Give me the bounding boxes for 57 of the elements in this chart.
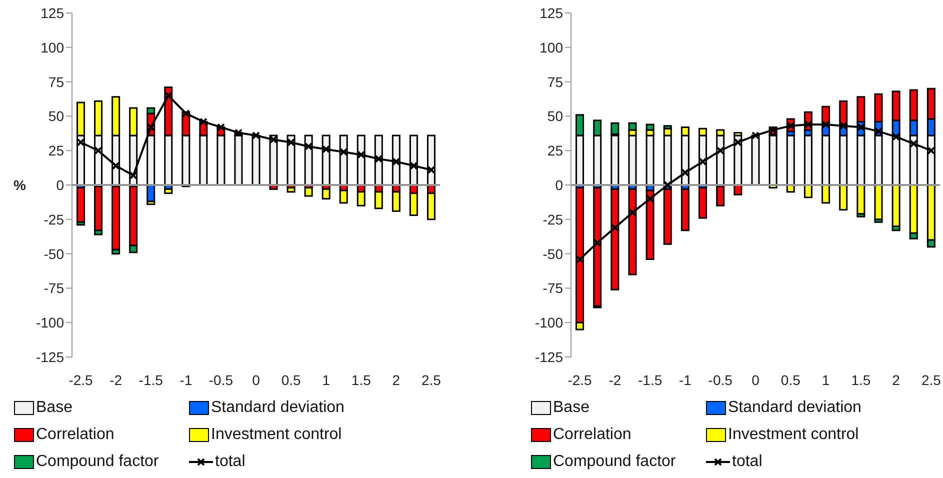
y-tick-label: 25 [48, 142, 64, 159]
legend-label: Compound factor [36, 452, 159, 470]
y-tick-label: 100 [540, 39, 564, 56]
x-tick-label: 1.5 [351, 372, 372, 388]
y-tick-label: -100 [36, 314, 64, 331]
x-tick-label: 2.5 [921, 372, 942, 388]
legend-label: Compound factor [553, 452, 676, 470]
y-tick-label: 125 [40, 4, 64, 21]
y-tick-label: 125 [540, 4, 564, 21]
legend-label: Investment control [728, 426, 859, 444]
x-tick-label: -1.5 [638, 372, 662, 388]
y-tick-label: -125 [534, 348, 564, 365]
x-tick-label: -0.5 [708, 372, 733, 388]
legend-label: Investment control [211, 426, 342, 444]
x-tick-label: -2 [608, 372, 622, 388]
legend-label: Correlation [553, 426, 632, 444]
x-tick-label: 0.5 [281, 372, 301, 388]
legend-label: Base [553, 398, 590, 416]
x-tick-label: 0 [752, 372, 760, 388]
y-tick-label: -50 [44, 246, 64, 262]
y-tick-label: 75 [547, 74, 564, 90]
y-tick-label: 75 [48, 74, 64, 90]
legend-label: Base [36, 398, 72, 416]
x-tick-label: 2 [392, 372, 400, 388]
y-tick-label: -75 [44, 280, 64, 296]
y-tick-label: 25 [547, 142, 564, 159]
x-tick-label: 0 [252, 372, 260, 388]
x-tick-label: -0.5 [208, 372, 234, 388]
x-tick-label: 1 [822, 372, 830, 388]
y-tick-label: -75 [542, 280, 564, 296]
y-tick-label: -25 [44, 211, 64, 228]
x-tick-label: 1.5 [851, 372, 871, 388]
y-tick-label: 0 [56, 176, 64, 193]
legend-label: Standard deviation [211, 398, 344, 416]
y-tick-label: -50 [542, 246, 564, 262]
x-tick-label: -1 [678, 372, 692, 388]
legend-label: total [732, 452, 762, 470]
x-tick-label: -2 [110, 372, 122, 388]
x-tick-label: 2.5 [422, 372, 442, 388]
legend-label: Standard deviation [728, 398, 862, 416]
x-tick-label: -2.5 [68, 372, 94, 388]
x-tick-label: -1 [180, 372, 192, 388]
x-tick-label: -2.5 [568, 372, 592, 388]
x-tick-label: -1.5 [138, 372, 164, 388]
legend-label: total [215, 452, 246, 470]
y-tick-label: -125 [36, 348, 64, 365]
y-tick-label: -25 [542, 211, 564, 228]
y-axis-title: % [14, 176, 27, 193]
y-tick-label: 0 [555, 176, 564, 193]
x-tick-label: 0.5 [780, 372, 801, 388]
y-tick-label: -100 [534, 314, 564, 331]
y-tick-label: 50 [48, 108, 64, 124]
y-tick-label: 50 [547, 108, 564, 124]
y-tick-label: 100 [40, 39, 64, 56]
x-tick-label: 2 [892, 372, 900, 388]
x-tick-label: 1 [322, 372, 330, 388]
legend-label: Correlation [36, 426, 114, 444]
